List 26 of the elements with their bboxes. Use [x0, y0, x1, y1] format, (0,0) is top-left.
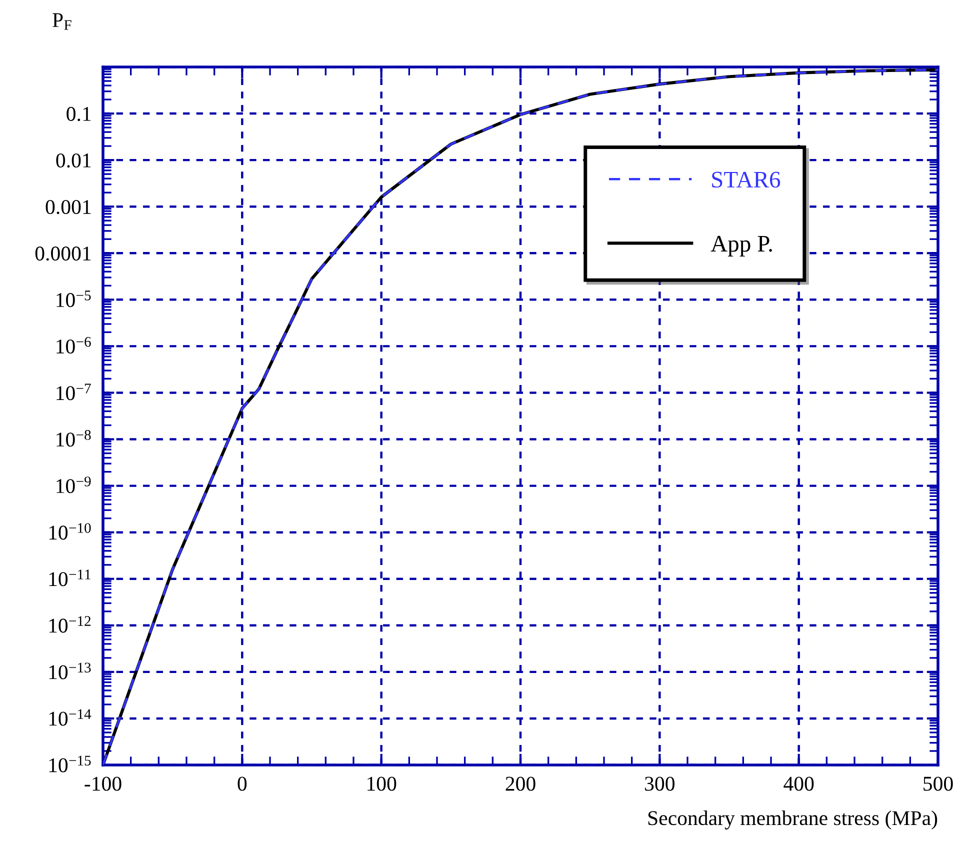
y-tick-label: 10$^{−9}$	[56, 476, 91, 494]
y-axis-title: P$_{F}$	[52, 13, 72, 30]
x-tick-label: 400	[784, 776, 814, 791]
y-tick-label: 10$^{−6}$	[56, 336, 91, 354]
legend-label: STAR6	[712, 172, 780, 188]
legend-label: App P.	[710, 236, 772, 256]
x-tick-label: 200	[506, 776, 536, 791]
y-tick-label: 0.1	[66, 106, 91, 122]
y-tick-label: 0.0001	[35, 246, 91, 261]
x-tick-label: 500	[924, 776, 953, 791]
y-tick-label: 0.001	[46, 200, 91, 214]
y-tick-label: 10$^{−15}$	[49, 756, 91, 772]
x-tick-label: 300	[645, 776, 674, 791]
y-tick-label: 10$^{−5}$	[56, 290, 91, 308]
y-tick-label: 10$^{−7}$	[56, 384, 91, 400]
x-axis-title: Secondary membrane stress (MPa)	[648, 810, 938, 830]
y-tick-label: 10$^{−12}$	[49, 616, 91, 633]
y-tick-label: 0.01	[56, 153, 91, 168]
y-tick-label: 10$^{−13}$	[49, 662, 91, 680]
y-tick-label: 10$^{−8}$	[56, 430, 91, 447]
y-tick-label: 10$^{−10}$	[49, 523, 91, 540]
y-tick-label: 10$^{−14}$	[49, 709, 92, 726]
x-tick-label: -100	[84, 776, 122, 791]
x-tick-label: 0	[238, 776, 247, 791]
x-tick-label: 100	[368, 776, 396, 791]
y-tick-label: 10$^{−11}$	[49, 570, 90, 586]
